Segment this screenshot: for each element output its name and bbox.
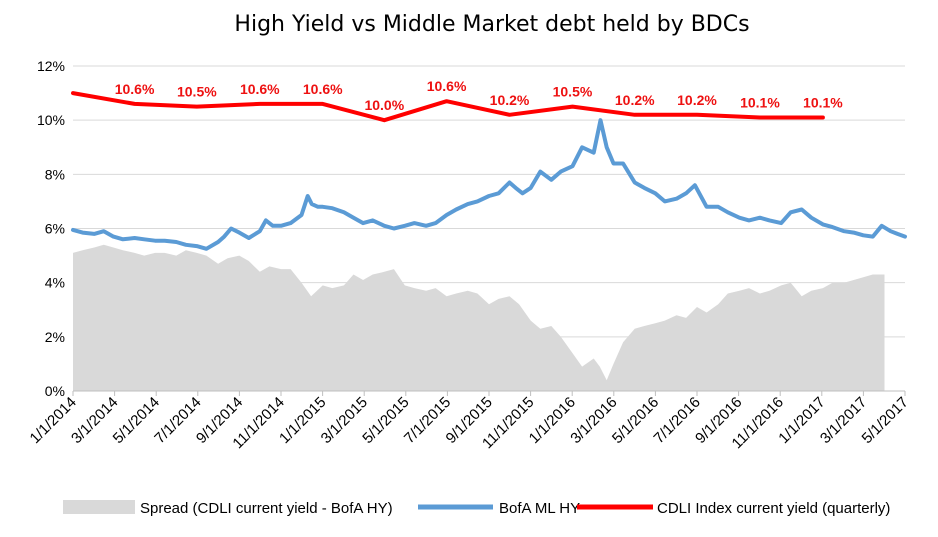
y-tick-label: 0% bbox=[45, 383, 65, 399]
data-label: 10.1% bbox=[740, 94, 780, 110]
data-labels: 10.6% 10.5% 10.6% 10.6% 10.0% 10.6% 10.2% 10.5%… bbox=[115, 78, 844, 113]
data-label: 10.6% bbox=[427, 78, 467, 94]
cdli-line bbox=[71, 91, 825, 123]
y-tick-label: 12% bbox=[37, 58, 65, 74]
y-tick-label: 10% bbox=[37, 112, 65, 128]
hy-line-layer bbox=[71, 118, 907, 251]
data-label: 10.5% bbox=[177, 84, 217, 100]
y-axis: 0% 2% 4% 6% 8% 10% 12% bbox=[37, 58, 65, 399]
data-label: 10.2% bbox=[490, 92, 530, 108]
x-axis: 1/1/20143/1/20145/1/20147/1/20149/1/2014… bbox=[27, 390, 912, 452]
spread-area bbox=[73, 244, 885, 391]
hy-line bbox=[71, 118, 907, 251]
legend: Spread (CDLI current yield - BofA HY) Bo… bbox=[63, 500, 890, 517]
legend-label-cdli: CDLI Index current yield (quarterly) bbox=[657, 500, 890, 517]
data-label: 10.6% bbox=[115, 81, 155, 97]
legend-label-hy: BofA ML HY bbox=[499, 500, 580, 517]
data-label: 10.2% bbox=[677, 92, 717, 108]
data-label: 10.6% bbox=[303, 81, 343, 97]
y-tick-label: 2% bbox=[45, 329, 65, 345]
legend-label-spread: Spread (CDLI current yield - BofA HY) bbox=[140, 500, 393, 517]
spread-area-layer bbox=[73, 244, 885, 391]
data-label: 10.2% bbox=[615, 92, 655, 108]
data-label: 10.1% bbox=[803, 94, 843, 110]
y-tick-label: 8% bbox=[45, 166, 65, 182]
data-label: 10.0% bbox=[364, 97, 404, 113]
legend-swatch-spread bbox=[63, 500, 135, 514]
data-label: 10.6% bbox=[240, 81, 280, 97]
data-label: 10.5% bbox=[553, 84, 593, 100]
cdli-line-layer bbox=[71, 91, 825, 123]
y-tick-label: 6% bbox=[45, 221, 65, 237]
x-tick-label: 5/1/2017 bbox=[859, 394, 912, 447]
chart-title: High Yield vs Middle Market debt held by… bbox=[234, 12, 749, 37]
y-tick-label: 4% bbox=[45, 275, 65, 291]
